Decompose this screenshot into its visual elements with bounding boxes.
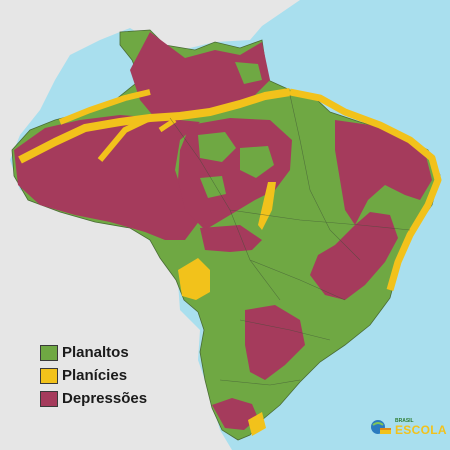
legend-label-depressoes: Depressões: [62, 390, 148, 407]
legend-item-planicies: Planícies: [40, 367, 147, 384]
planicie-coast-north: [289, 88, 442, 291]
legend-label-planaltos: Planaltos: [62, 344, 129, 361]
planicie-amazon-branch-1: [58, 89, 151, 125]
state-borders: [169, 94, 411, 386]
planicie-amazon-branch-2: [97, 115, 152, 162]
depressao-amazon-west: [14, 115, 200, 240]
legend-swatch-planicies: [40, 367, 58, 384]
legend-swatch-depressoes: [40, 390, 58, 407]
planicie-pantanal: [178, 258, 210, 300]
neighbor-land: [0, 0, 300, 450]
brasil-escola-logo: BRASIL ESCOLA: [370, 418, 447, 436]
depressao-sao-francisco: [310, 212, 398, 300]
depressao-north: [130, 32, 270, 118]
logo-text: BRASIL ESCOLA: [395, 417, 447, 437]
globe-book-icon: [370, 418, 392, 436]
legend-label-planicies: Planícies: [62, 367, 128, 384]
legend-swatch-planaltos: [40, 344, 58, 361]
planalto-patch-4: [235, 62, 262, 84]
logo-small-text: BRASIL: [395, 417, 414, 424]
depressao-mato-grosso: [200, 225, 262, 252]
planalto-patch-1: [198, 132, 236, 162]
planicie-araguaia: [258, 182, 276, 230]
planicie-south-coast: [248, 412, 266, 436]
planicie-amazon: [18, 88, 291, 164]
depressao-northeast: [335, 120, 432, 225]
planalto-patch-2: [240, 146, 274, 178]
legend-item-planaltos: Planaltos: [40, 344, 147, 361]
legend: Planaltos Planícies Depressões: [40, 344, 147, 407]
legend-item-depressoes: Depressões: [40, 390, 147, 407]
logo-big-text: ESCOLA: [395, 422, 447, 437]
depressao-south: [212, 398, 258, 430]
